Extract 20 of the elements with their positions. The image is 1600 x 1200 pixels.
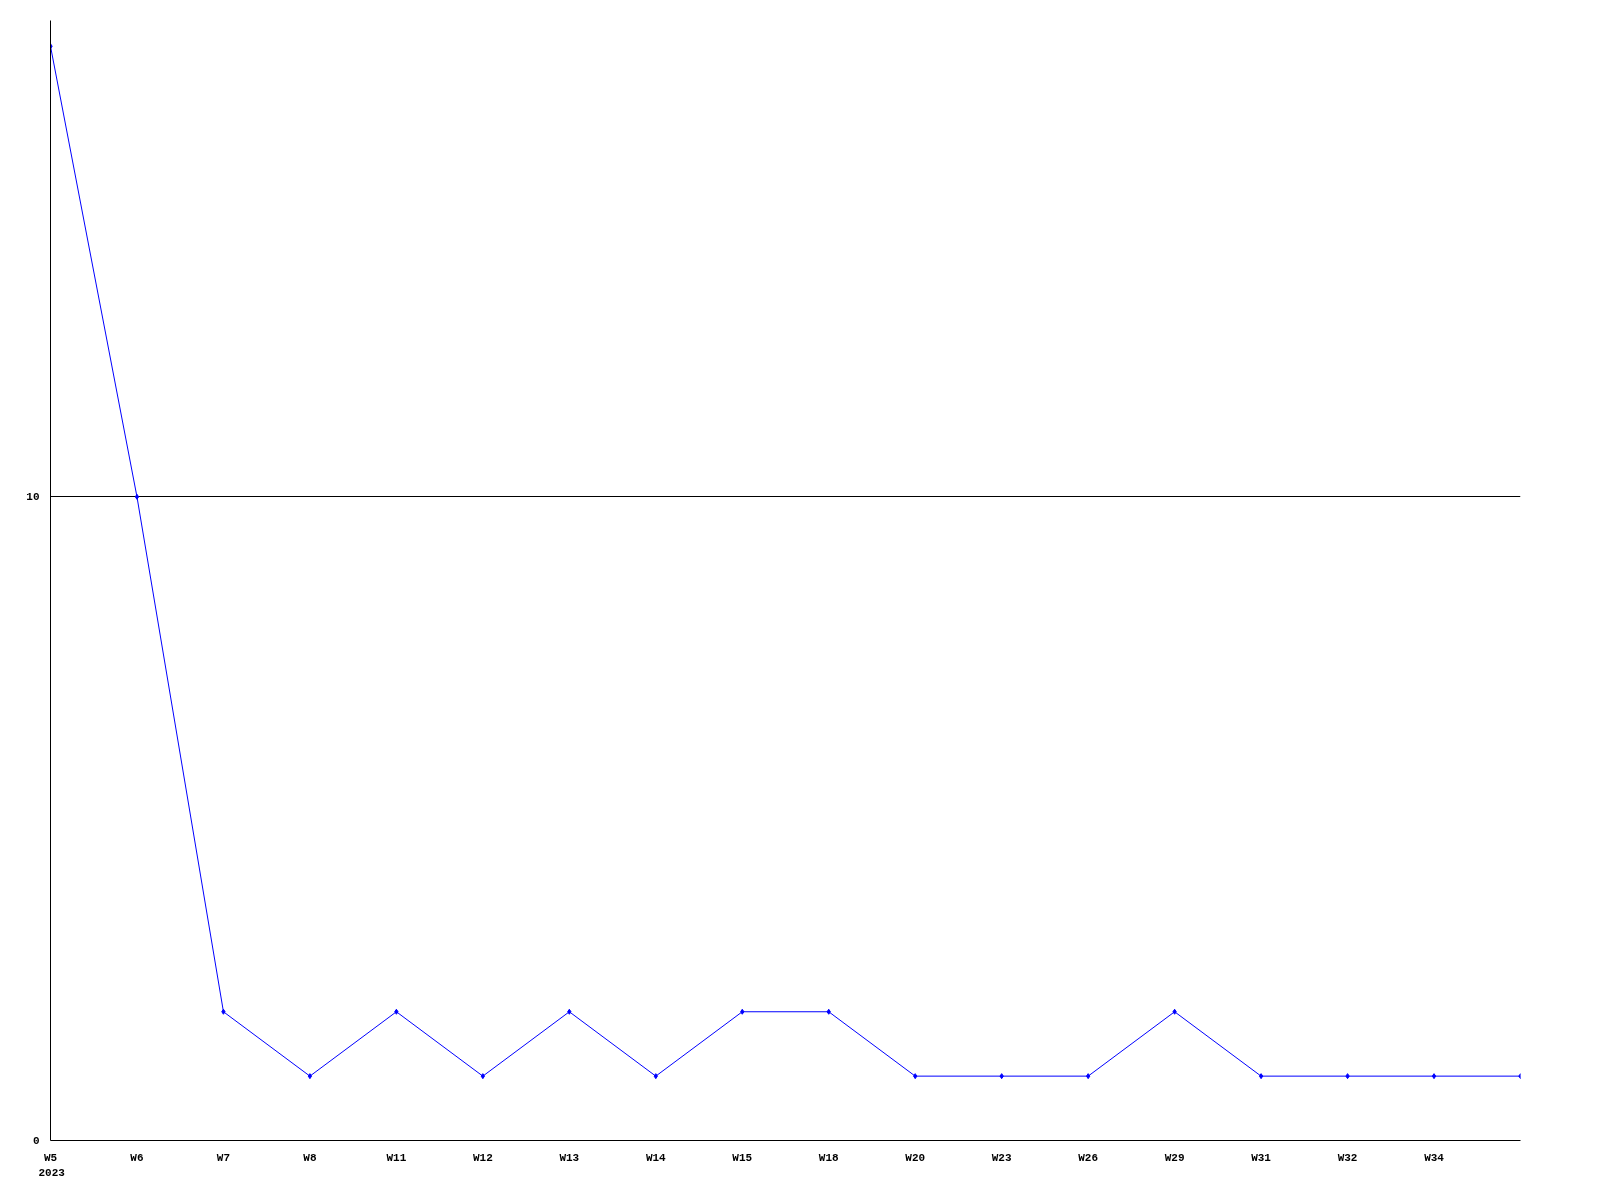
x-tick-label: W8 (303, 1151, 317, 1164)
x-tick-label: W5 (43, 1151, 58, 1164)
x-tick-label: W11 (386, 1151, 407, 1164)
x-tick-label: W29 (1164, 1151, 1185, 1164)
x-tick-label: W32 (1337, 1151, 1358, 1164)
x-tick-label: W18 (818, 1151, 840, 1164)
x-tick-label: W15 (732, 1151, 753, 1164)
x-tick-label: W6 (130, 1151, 144, 1164)
x-tick-label: W14 (645, 1151, 667, 1164)
x-tick-label: W34 (1424, 1151, 1445, 1164)
x-tick-label: W26 (1078, 1151, 1099, 1164)
x-tick-label: W20 (905, 1151, 926, 1164)
x-tick-label: W31 (1251, 1151, 1272, 1164)
y-tick-label: 10 (26, 491, 40, 504)
x-tick-label: W13 (559, 1151, 580, 1164)
x-tick-label: W12 (472, 1151, 493, 1164)
x-tick-label: W23 (991, 1151, 1012, 1164)
y-tick-label: 0 (32, 1135, 40, 1147)
text: 2023 (38, 1166, 66, 1179)
x-tick-label: W7 (216, 1151, 231, 1164)
